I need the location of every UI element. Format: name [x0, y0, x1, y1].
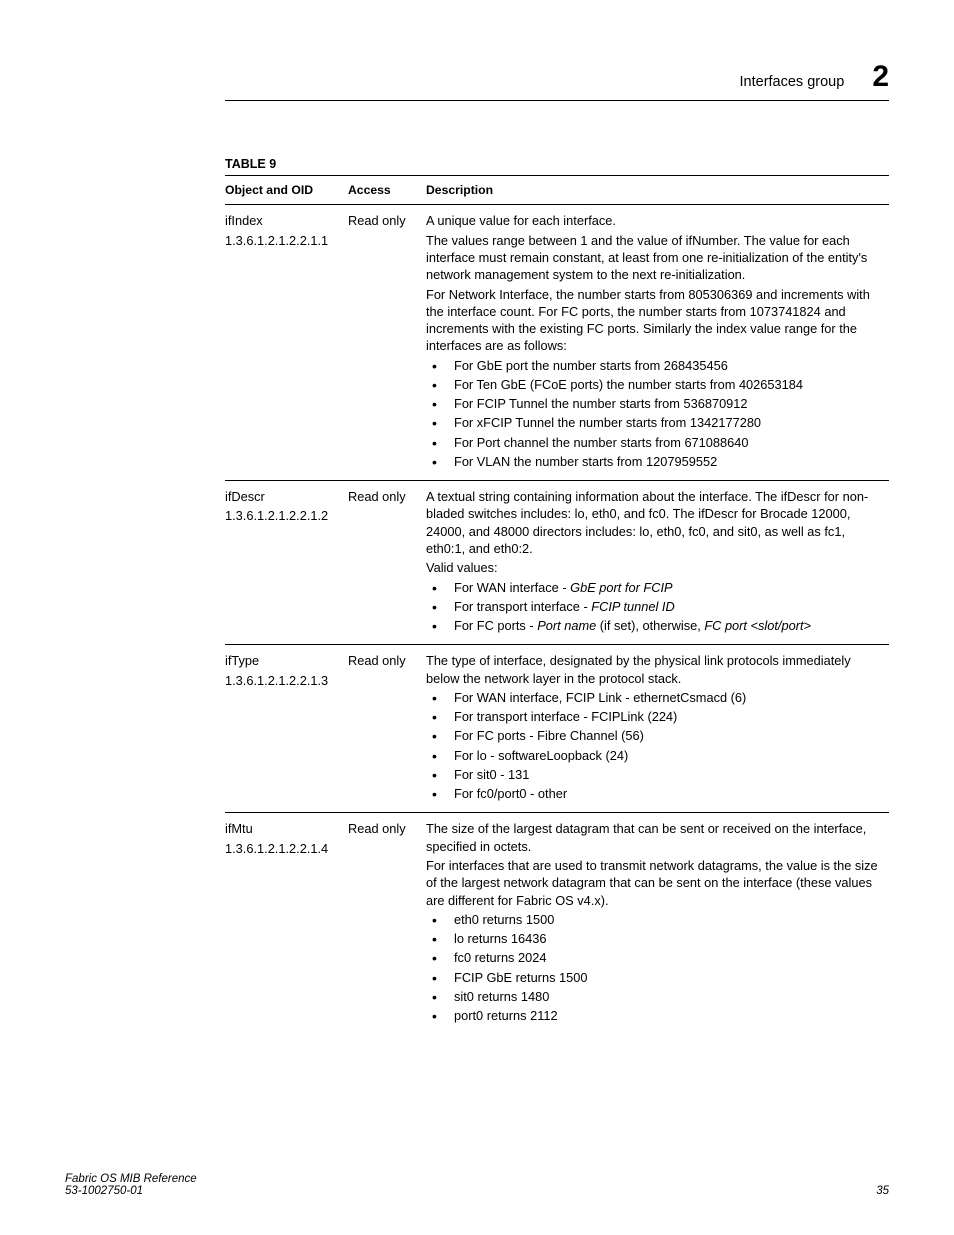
desc-paragraph: Valid values:: [426, 559, 883, 576]
desc-paragraph: A unique value for each interface.: [426, 212, 883, 229]
footer-docnum: 53-1002750-01: [65, 1185, 197, 1197]
desc-paragraph: The type of interface, designated by the…: [426, 652, 883, 687]
footer-title: Fabric OS MIB Reference: [65, 1173, 197, 1185]
desc-list: For WAN interface - GbE port for FCIP For…: [426, 579, 883, 635]
table-header-row: Object and OID Access Description: [225, 176, 889, 205]
desc-list-item: For VLAN the number starts from 12079595…: [426, 453, 883, 470]
desc-list-item: lo returns 16436: [426, 930, 883, 947]
col-header-object: Object and OID: [225, 176, 348, 205]
desc-list-item: For transport interface - FCIPLink (224): [426, 708, 883, 725]
cell-description: The size of the largest datagram that ca…: [426, 813, 889, 1034]
desc-list-item: For sit0 - 131: [426, 766, 883, 783]
desc-list-item: For transport interface - FCIP tunnel ID: [426, 598, 883, 615]
cell-access: Read only: [348, 205, 426, 481]
col-header-access: Access: [348, 176, 426, 205]
cell-description: A textual string containing information …: [426, 481, 889, 645]
object-oid: 1.3.6.1.2.1.2.2.1.1: [225, 232, 342, 249]
desc-list-item: For FC ports - Port name (if set), other…: [426, 617, 883, 634]
object-name: ifDescr: [225, 488, 342, 505]
section-title: Interfaces group: [740, 74, 845, 90]
table-row: ifType 1.3.6.1.2.1.2.2.1.3 Read onlyThe ty…: [225, 645, 889, 813]
desc-paragraph: A textual string containing information …: [426, 488, 883, 557]
cell-object: ifType 1.3.6.1.2.1.2.2.1.3: [225, 645, 348, 813]
cell-object: ifIndex 1.3.6.1.2.1.2.2.1.1: [225, 205, 348, 481]
page-footer: Fabric OS MIB Reference 53-1002750-01 35: [65, 1173, 889, 1197]
desc-list-item: For WAN interface, FCIP Link - ethernetC…: [426, 689, 883, 706]
desc-paragraph: The size of the largest datagram that ca…: [426, 820, 883, 855]
desc-list-item: For FC ports - Fibre Channel (56): [426, 727, 883, 744]
object-oid: 1.3.6.1.2.1.2.2.1.3: [225, 672, 342, 689]
table-row: ifIndex 1.3.6.1.2.1.2.2.1.1 Read onlyA uni…: [225, 205, 889, 481]
desc-list-item: For Port channel the number starts from …: [426, 434, 883, 451]
table-row: ifMtu 1.3.6.1.2.1.2.2.1.4 Read onlyThe siz…: [225, 813, 889, 1034]
page-header: Interfaces group 2: [225, 60, 889, 101]
col-header-description: Description: [426, 176, 889, 205]
desc-paragraph: For Network Interface, the number starts…: [426, 286, 883, 355]
table-row: ifDescr 1.3.6.1.2.1.2.2.1.2 Read onlyA tex…: [225, 481, 889, 645]
desc-list-item: For Ten GbE (FCoE ports) the number star…: [426, 376, 883, 393]
cell-access: Read only: [348, 813, 426, 1034]
footer-page: 35: [876, 1185, 889, 1197]
cell-object: ifDescr 1.3.6.1.2.1.2.2.1.2: [225, 481, 348, 645]
footer-left: Fabric OS MIB Reference 53-1002750-01: [65, 1173, 197, 1197]
desc-list-item: For GbE port the number starts from 2684…: [426, 357, 883, 374]
desc-list-item: eth0 returns 1500: [426, 911, 883, 928]
desc-list-item: For fc0/port0 - other: [426, 785, 883, 802]
object-oid: 1.3.6.1.2.1.2.2.1.4: [225, 840, 342, 857]
desc-list-item: fc0 returns 2024: [426, 949, 883, 966]
desc-list: eth0 returns 1500 lo returns 16436 fc0 ret…: [426, 911, 883, 1025]
object-oid: 1.3.6.1.2.1.2.2.1.2: [225, 507, 342, 524]
cell-access: Read only: [348, 645, 426, 813]
table-label: TABLE 9: [225, 157, 889, 171]
desc-list: For WAN interface, FCIP Link - ethernetC…: [426, 689, 883, 803]
desc-list-item: For WAN interface - GbE port for FCIP: [426, 579, 883, 596]
desc-list: For GbE port the number starts from 2684…: [426, 357, 883, 471]
cell-description: A unique value for each interface. The va…: [426, 205, 889, 481]
object-name: ifIndex: [225, 212, 342, 229]
desc-paragraph: The values range between 1 and the value…: [426, 232, 883, 284]
desc-list-item: For lo - softwareLoopback (24): [426, 747, 883, 764]
cell-description: The type of interface, designated by the…: [426, 645, 889, 813]
desc-list-item: FCIP GbE returns 1500: [426, 969, 883, 986]
object-name: ifType: [225, 652, 342, 669]
cell-access: Read only: [348, 481, 426, 645]
desc-paragraph: For interfaces that are used to transmit…: [426, 857, 883, 909]
desc-list-item: port0 returns 2112: [426, 1007, 883, 1024]
cell-object: ifMtu 1.3.6.1.2.1.2.2.1.4: [225, 813, 348, 1034]
desc-list-item: For xFCIP Tunnel the number starts from …: [426, 414, 883, 431]
mib-table: Object and OID Access Description ifInde…: [225, 175, 889, 1034]
chapter-number: 2: [872, 60, 889, 94]
desc-list-item: For FCIP Tunnel the number starts from 5…: [426, 395, 883, 412]
desc-list-item: sit0 returns 1480: [426, 988, 883, 1005]
object-name: ifMtu: [225, 820, 342, 837]
